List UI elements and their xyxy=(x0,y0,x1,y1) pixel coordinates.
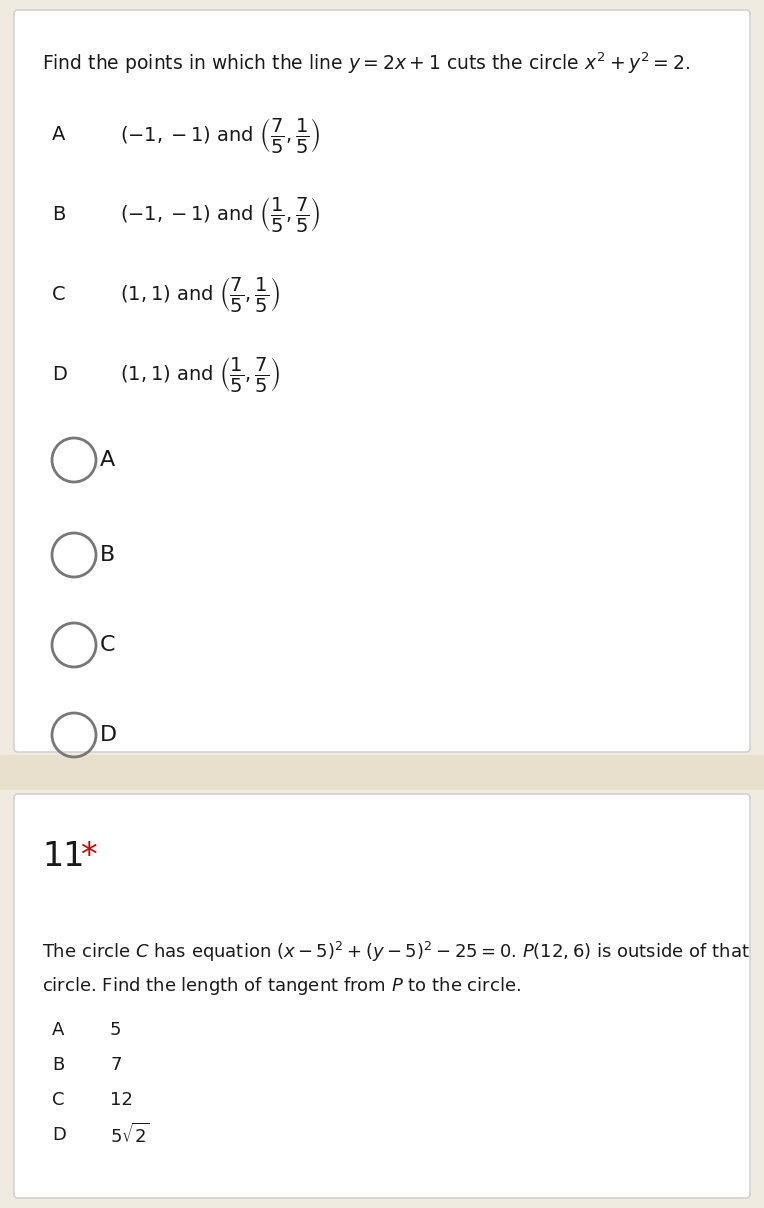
Text: C: C xyxy=(52,1091,64,1109)
Text: A: A xyxy=(52,1021,64,1039)
Bar xyxy=(0,755,764,790)
Text: *: * xyxy=(80,840,96,873)
Text: C: C xyxy=(52,285,66,304)
Text: $(1,1)$ and $\left(\dfrac{1}{5},\dfrac{7}{5}\right)$: $(1,1)$ and $\left(\dfrac{1}{5},\dfrac{7… xyxy=(120,355,280,395)
Text: 11: 11 xyxy=(42,840,85,873)
Text: D: D xyxy=(52,1126,66,1144)
Text: $(-1,-1)$ and $\left(\dfrac{7}{5},\dfrac{1}{5}\right)$: $(-1,-1)$ and $\left(\dfrac{7}{5},\dfrac… xyxy=(120,116,321,155)
Text: 12: 12 xyxy=(110,1091,133,1109)
Text: A: A xyxy=(52,126,66,145)
Text: $(-1,-1)$ and $\left(\dfrac{1}{5},\dfrac{7}{5}\right)$: $(-1,-1)$ and $\left(\dfrac{1}{5},\dfrac… xyxy=(120,196,321,234)
Text: 5: 5 xyxy=(110,1021,121,1039)
FancyBboxPatch shape xyxy=(14,794,750,1198)
Text: B: B xyxy=(52,205,66,225)
Text: C: C xyxy=(100,635,115,655)
Text: B: B xyxy=(100,545,115,565)
Text: 7: 7 xyxy=(110,1056,121,1074)
Text: The circle $C$ has equation $(x-5)^2+(y-5)^2-25=0$. $P(12,6)$ is outside of that: The circle $C$ has equation $(x-5)^2+(y-… xyxy=(42,940,749,964)
Text: A: A xyxy=(100,451,115,470)
Text: circle. Find the length of tangent from $P$ to the circle.: circle. Find the length of tangent from … xyxy=(42,975,521,997)
Text: $5\sqrt{2}$: $5\sqrt{2}$ xyxy=(110,1123,150,1148)
FancyBboxPatch shape xyxy=(14,10,750,753)
Text: Find the points in which the line $y = 2x+1$ cuts the circle $x^2 + y^2 = 2$.: Find the points in which the line $y = 2… xyxy=(42,50,690,75)
Text: $(1,1)$ and $\left(\dfrac{7}{5},\dfrac{1}{5}\right)$: $(1,1)$ and $\left(\dfrac{7}{5},\dfrac{1… xyxy=(120,275,280,314)
Text: D: D xyxy=(100,725,117,745)
Text: B: B xyxy=(52,1056,64,1074)
Text: D: D xyxy=(52,366,67,384)
